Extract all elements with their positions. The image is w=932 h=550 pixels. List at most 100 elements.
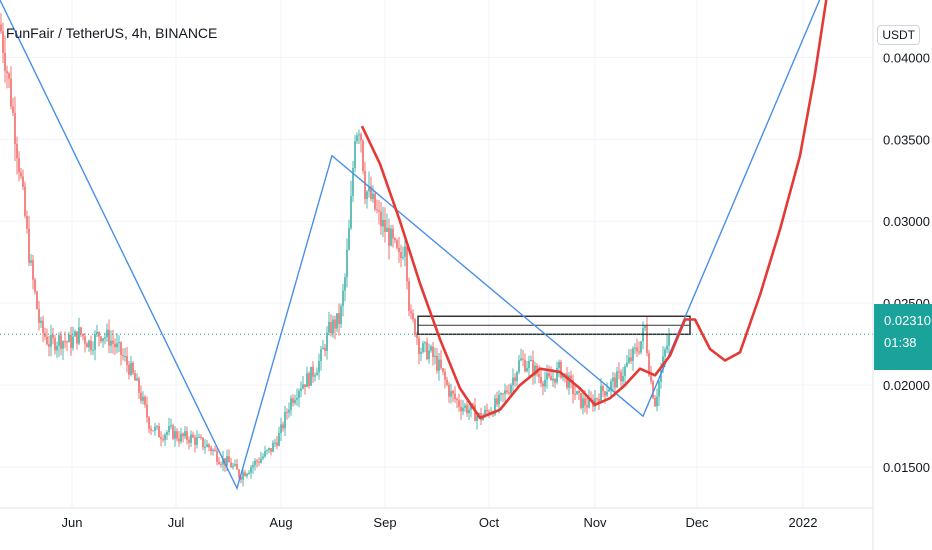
- candle-body: [524, 359, 526, 372]
- candle-body: [616, 371, 618, 388]
- candle-body: [586, 405, 588, 408]
- currency-selector[interactable]: USDT: [877, 25, 920, 45]
- candle-body: [146, 404, 148, 418]
- candle-body: [78, 327, 80, 344]
- candle-body: [186, 431, 188, 440]
- candle-body: [104, 337, 106, 339]
- time-axis[interactable]: Jun Jul Aug Sep Oct Nov Dec 2022: [62, 515, 818, 530]
- candle-body: [384, 220, 386, 232]
- candle-body: [348, 228, 350, 250]
- candle-body: [290, 398, 292, 410]
- candle-body: [120, 342, 122, 356]
- candle-body: [516, 372, 518, 382]
- candle-body: [442, 368, 444, 372]
- candle-body: [362, 140, 364, 172]
- candle-body: [496, 398, 498, 405]
- candle-body: [160, 437, 162, 440]
- candle-body: [108, 329, 110, 346]
- candle-body: [514, 377, 516, 382]
- candle-body: [222, 458, 224, 465]
- candle-body: [234, 464, 236, 466]
- candle-body: [68, 334, 70, 343]
- candle-body: [56, 345, 58, 351]
- candle-body: [504, 390, 506, 394]
- blue-trend-line[interactable]: [0, 0, 830, 491]
- candle-body: [428, 350, 430, 360]
- candle-body: [312, 366, 314, 377]
- candle-body: [334, 319, 336, 329]
- candle-body: [510, 385, 512, 394]
- candle-body: [268, 448, 270, 451]
- candle-body: [214, 449, 216, 452]
- candle-body: [398, 247, 400, 252]
- candle-body: [392, 228, 394, 239]
- candle-body: [200, 437, 202, 439]
- candle-body: [288, 409, 290, 413]
- candle-body: [628, 357, 630, 363]
- candle-body: [584, 398, 586, 406]
- candle-body: [254, 460, 256, 466]
- candle-body: [262, 456, 264, 459]
- candle-body: [452, 391, 454, 394]
- candle-body: [610, 381, 612, 390]
- candle-body: [386, 227, 388, 232]
- candle-body: [232, 465, 234, 468]
- candle-body: [44, 332, 46, 337]
- candle-body: [464, 405, 466, 408]
- candle-body: [532, 360, 534, 376]
- candle-body: [210, 447, 212, 452]
- candle-body: [544, 379, 546, 387]
- candle-body: [218, 461, 220, 465]
- candle-body: [436, 355, 438, 371]
- candle-body: [560, 362, 562, 378]
- candle-body: [322, 347, 324, 350]
- candle-body: [502, 393, 504, 395]
- candle-body: [10, 78, 12, 107]
- candle-body: [318, 361, 320, 373]
- candle-body: [416, 334, 418, 339]
- red-projection-curve[interactable]: [360, 0, 830, 420]
- candle-body: [272, 442, 274, 452]
- candle-body: [634, 347, 636, 349]
- candle-body: [72, 336, 74, 348]
- candle-body: [432, 346, 434, 358]
- candle-body: [342, 290, 344, 307]
- candle-body: [632, 348, 634, 361]
- candle-body: [114, 343, 116, 348]
- candle-body: [606, 391, 608, 396]
- candle-body: [26, 215, 28, 229]
- candle-body: [540, 377, 542, 384]
- candle-body: [54, 338, 56, 351]
- candle-body: [360, 134, 362, 141]
- candle-body: [462, 407, 464, 412]
- candle-body: [230, 462, 232, 468]
- candle-body: [548, 373, 550, 377]
- candle-body: [150, 428, 152, 431]
- candle-body: [60, 335, 62, 349]
- candle-body: [364, 171, 366, 200]
- candle-body: [124, 356, 126, 358]
- candle-body: [434, 355, 436, 358]
- candle-body: [22, 176, 24, 187]
- candle-body: [576, 391, 578, 395]
- candle-body: [530, 360, 532, 362]
- candle-body: [38, 309, 40, 323]
- price-axis[interactable]: 0.015000.020000.025000.030000.035000.040…: [883, 50, 930, 475]
- candle-body: [284, 411, 286, 429]
- candle-body: [664, 349, 666, 357]
- candle-body: [166, 432, 168, 435]
- candle-body: [320, 349, 322, 362]
- time-tick-label: Sep: [373, 515, 396, 530]
- candle-body: [578, 391, 580, 394]
- candle-body: [336, 313, 338, 329]
- candle-body: [346, 249, 348, 278]
- candle-body: [402, 256, 404, 258]
- candle-body: [526, 368, 528, 372]
- candle-body: [24, 186, 26, 216]
- candle-body: [656, 396, 658, 407]
- candle-body: [156, 426, 158, 428]
- candle-body: [376, 209, 378, 211]
- candle-body: [276, 442, 278, 446]
- candle-body: [138, 378, 140, 393]
